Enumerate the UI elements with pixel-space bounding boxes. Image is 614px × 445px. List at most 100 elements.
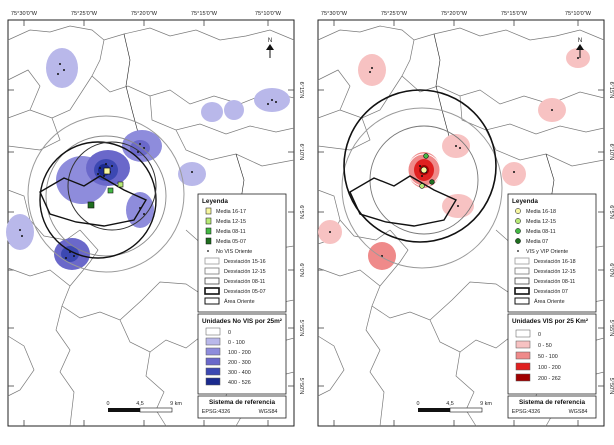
density-blob	[201, 102, 223, 122]
legend-deviation-label: Desviación 07	[534, 289, 568, 295]
density-blob	[224, 100, 244, 120]
reference-title: Sistema de referencia	[209, 399, 276, 406]
density-legend: Unidades VIS por 25 Km² 0 0 - 50 50 - 10…	[507, 313, 597, 395]
mean-marker	[117, 181, 124, 188]
north-arrow: N	[266, 38, 274, 58]
density-class-label: 0	[228, 330, 231, 336]
mean-markers	[419, 153, 435, 189]
tick-label-top: 75°20'0"W	[131, 11, 158, 17]
deviation-circle	[67, 141, 157, 231]
north-label: N	[578, 38, 582, 44]
tick-label-right: 6°5'N	[298, 205, 304, 219]
density-blob	[6, 214, 34, 250]
scale-bar: 0 4,5 9 km	[107, 401, 182, 413]
tick-label-right: 6°15'N	[298, 82, 304, 99]
area-oriente-polygon	[349, 175, 458, 227]
housing-points	[329, 57, 579, 257]
tick-label-top: 75°25'0"W	[381, 11, 408, 17]
tick-label-top: 75°10'0"W	[565, 11, 592, 17]
deviation-circle	[341, 107, 503, 269]
density-blob	[502, 162, 526, 186]
density-class-label: 200 - 262	[538, 376, 561, 382]
legend-title: Leyenda	[202, 198, 228, 205]
tick-label-right: 5°50'N	[608, 378, 614, 395]
tick-label-top: 75°25'0"W	[71, 11, 98, 17]
mean-marker	[87, 201, 95, 209]
legend-title: Leyenda	[512, 198, 538, 205]
reference-title: Sistema de referencia	[519, 399, 586, 406]
tick-label-right: 5°55'N	[608, 320, 614, 337]
scale-label: 0	[417, 401, 420, 407]
density-legend: Unidades No VIS por 25m² 0 0 - 100 100 -…	[197, 313, 287, 395]
reference-epsg: EPSG:4326	[202, 409, 230, 415]
legend-deviation-label: Desviación 12-15	[224, 269, 266, 275]
graticule-ticks	[318, 20, 604, 426]
graticule-ticks	[8, 20, 294, 426]
mean-marker	[429, 179, 435, 185]
tick-label-right: 6°5'N	[608, 205, 614, 219]
tick-label-right: 5°50'N	[298, 378, 304, 395]
density-class-label: 50 - 100	[538, 354, 558, 360]
scale-label: 4,5	[136, 401, 144, 407]
legend-deviation-label: Desviación 08-11	[224, 279, 265, 285]
reference-datum: WGS84	[569, 409, 588, 415]
deviation-circle	[343, 89, 497, 243]
map-frame	[317, 19, 605, 427]
deviation-circles	[27, 115, 185, 273]
tick-label-right: 6°0'N	[298, 263, 304, 277]
legend-area-label: Área Oriente	[224, 298, 255, 305]
area-oriente-polygon	[39, 175, 148, 227]
tick-label-top: 75°10'0"W	[255, 11, 282, 17]
tick-label-right: 6°10'N	[298, 144, 304, 161]
legend-deviation-label: Desviación 05-07	[224, 289, 266, 295]
tick-label-right: 6°0'N	[608, 263, 614, 277]
deviation-circles	[341, 89, 503, 269]
mean-marker	[423, 153, 429, 159]
mean-marker	[420, 166, 428, 174]
legend-mean-label: Media 08-11	[216, 229, 246, 235]
scale-label: 4,5	[446, 401, 454, 407]
tick-label-top: 75°30'0"W	[321, 11, 348, 17]
scale-label: 0	[107, 401, 110, 407]
mean-marker	[107, 187, 114, 194]
legend-deviation-label: Desviación 12-15	[534, 269, 576, 275]
density-class-label: 100 - 200	[538, 365, 561, 371]
legend-mean-label: Media 12-15	[216, 219, 246, 225]
density-class-label: 0	[538, 332, 541, 338]
legend-area-label: Área Oriente	[534, 298, 565, 305]
density-blob	[358, 54, 386, 86]
north-arrow: N	[576, 38, 584, 58]
legend-points-label: No VIS Oriente	[216, 249, 252, 255]
tick-label-right: 6°10'N	[608, 144, 614, 161]
density-blob	[178, 162, 206, 186]
legend-deviation-label: Desviación 08-11	[534, 279, 575, 285]
density-blob	[46, 48, 78, 88]
density-blob	[130, 140, 150, 156]
mean-marker	[103, 167, 111, 175]
deviation-circle	[39, 141, 157, 259]
density-class-label: 0 - 100	[228, 340, 245, 346]
density-class-label: 0 - 50	[538, 343, 552, 349]
tick-label-top: 75°30'0"W	[11, 11, 38, 17]
tick-label-right: 6°15'N	[608, 82, 614, 99]
housing-points	[19, 63, 277, 259]
legend-mean-label: Media 05-07	[216, 239, 246, 245]
legend-deviation-label: Desviación 15-16	[224, 259, 266, 265]
reference-box: Sistema de referencia EPSG:4326 WGS84	[507, 395, 597, 419]
reference-epsg: EPSG:4326	[512, 409, 540, 415]
scale-label: 9 km	[170, 401, 182, 407]
tick-label-top: 75°15'0"W	[191, 11, 218, 17]
legend: Leyenda Media 16-18 Media 12-15 Media 08…	[507, 193, 597, 313]
density-legend-title: Unidades VIS por 25 Km²	[512, 318, 588, 325]
legend-mean-label: Media 16-18	[526, 209, 556, 215]
scale-label: 9 km	[480, 401, 492, 407]
legend: Leyenda Media 16-17 Media 12-15 Media 08…	[197, 193, 287, 313]
mean-markers	[87, 167, 124, 209]
tick-label-right: 5°55'N	[298, 320, 304, 337]
map-panel-no-vis: 75°30'0"W 75°25'0"W 75°20'0"W 75°15'0"W …	[0, 0, 304, 440]
north-label: N	[268, 38, 272, 44]
legend-mean-label: Media 12-15	[526, 219, 556, 225]
legend-deviation-label: Desviación 16-18	[534, 259, 576, 265]
legend-mean-label: Media 08-11	[526, 229, 556, 235]
tick-label-top: 75°20'0"W	[441, 11, 468, 17]
